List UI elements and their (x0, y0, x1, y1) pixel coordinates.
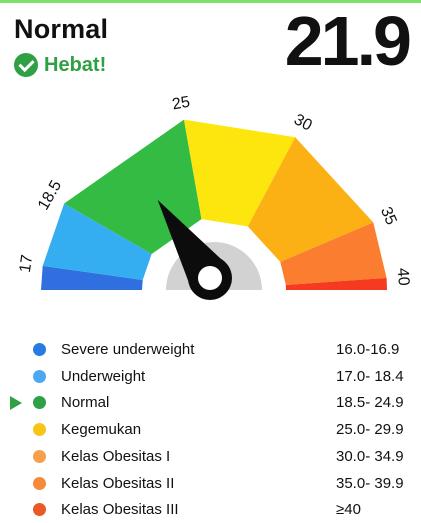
bmi-category-title: Normal (14, 14, 109, 44)
selected-arrow-icon (10, 395, 22, 410)
legend-color-dot (33, 476, 46, 490)
gauge-tick-label: 35 (377, 205, 400, 228)
legend-row: Kelas Obesitas II 35.0- 39.9 (0, 470, 421, 497)
legend-range-value: 25.0- 29.9 (336, 421, 404, 439)
legend-row: Kegemukan 25.0- 29.9 (0, 416, 421, 443)
bmi-value: 21.9 (284, 2, 412, 80)
legend-row: Kelas Obesitas III ≥40 (0, 496, 421, 523)
legend-range-value: 30.0- 34.9 (336, 447, 404, 465)
needle-hub-center (198, 266, 222, 290)
gauge-segment-severe-underweight (41, 265, 143, 290)
legend-color-dot (33, 423, 46, 437)
legend-color-dot (33, 343, 46, 356)
legend-category-label: Kegemukan (61, 421, 142, 439)
legend-row: Severe underweight 16.0-16.9 (0, 336, 421, 363)
legend-color-dot (33, 503, 46, 517)
legend-color-dot (33, 449, 46, 463)
legend-row: Normal 18.5- 24.9 (0, 389, 421, 416)
legend-row: Kelas Obesitas I 30.0- 34.9 (0, 443, 421, 470)
gauge-tick-label: 30 (291, 111, 315, 134)
top-accent-bar (0, 0, 421, 3)
legend-category-label: Underweight (61, 367, 146, 385)
legend-category-label: Severe underweight (61, 341, 195, 358)
legend-category-label: Normal (61, 394, 110, 412)
gauge-segment-obesitas-3 (285, 277, 387, 290)
legend-range-value: 16.0-16.9 (336, 341, 400, 358)
check-circle-icon (14, 53, 38, 77)
verdict-badge: Hebat! (14, 53, 106, 77)
gauge-tick-label: 25 (171, 94, 192, 114)
legend-category-label: Kelas Obesitas II (61, 474, 175, 492)
legend-range-value: 35.0- 39.9 (336, 474, 404, 492)
legend-category-label: Kelas Obesitas III (61, 501, 179, 519)
verdict-label: Hebat! (44, 53, 107, 76)
legend-category-label: Kelas Obesitas I (61, 447, 171, 465)
gauge-segment-kegemukan (183, 119, 296, 227)
gauge-segment-obesitas-2 (280, 222, 387, 285)
legend-color-dot (33, 396, 46, 410)
gauge-tick-label: 40 (394, 267, 412, 286)
legend-range-value: 17.0- 18.4 (336, 367, 404, 385)
legend-range-value: ≥40 (336, 501, 361, 519)
gauge-tick-label: 17 (17, 254, 36, 274)
bmi-gauge: 17 18.5 25 30 35 40 (17, 94, 412, 300)
legend-range-value: 18.5- 24.9 (336, 394, 404, 412)
legend-color-dot (33, 369, 46, 383)
gauge-tick-label: 18.5 (35, 178, 65, 214)
gauge-segment-underweight (42, 203, 152, 280)
legend-row: Underweight 17.0- 18.4 (0, 363, 421, 390)
gauge-segment-obesitas-1 (247, 137, 374, 262)
